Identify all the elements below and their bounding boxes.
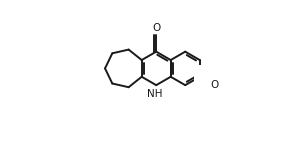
Text: NH: NH bbox=[147, 89, 162, 99]
Text: O: O bbox=[152, 24, 160, 34]
Text: O: O bbox=[210, 80, 218, 90]
